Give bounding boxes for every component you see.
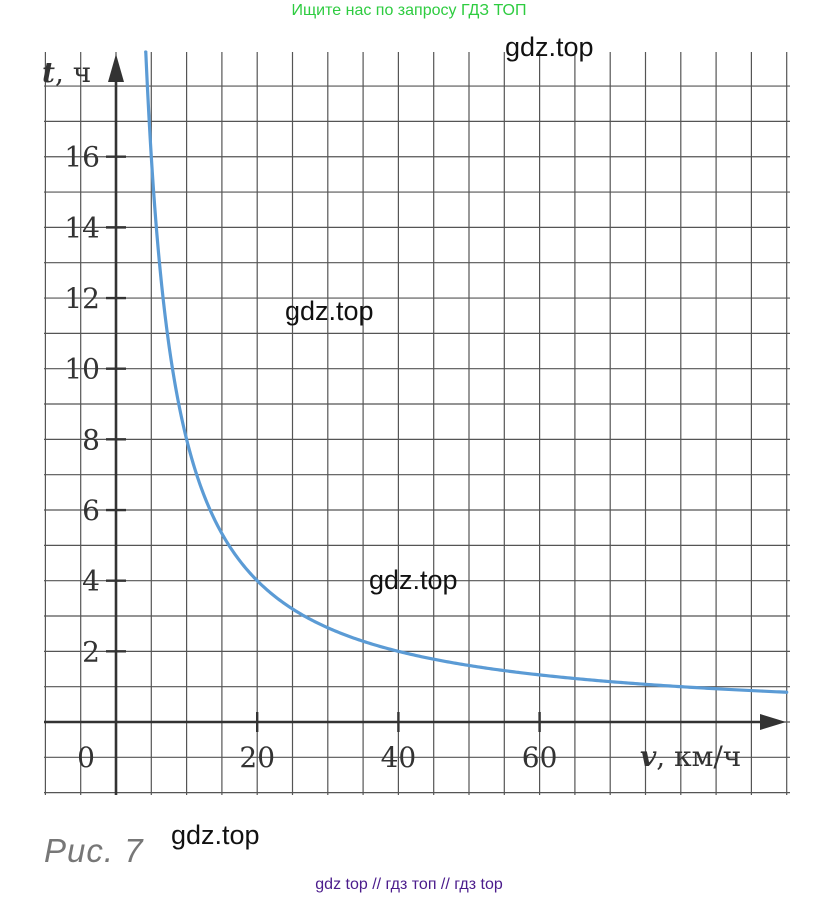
x-axis-label: v, км/ч (640, 740, 741, 773)
y-axis-unit: , ч (55, 56, 91, 89)
x-tick-label: 0 (77, 741, 95, 774)
y-tick-label: 16 (64, 141, 100, 174)
y-tick-label: 14 (64, 211, 100, 244)
y-tick-label: 12 (64, 282, 100, 315)
watermark: gdz.top (171, 820, 260, 850)
y-axis-arrow (108, 54, 124, 82)
y-axis-var: t (42, 56, 55, 89)
x-tick-label: 40 (381, 741, 417, 774)
search-banner: Ищите нас по запросу ГДЗ ТОП (291, 2, 527, 19)
ticks: 2 4 6 8 10 12 14 16 0 20 40 60 (64, 141, 557, 774)
footer-links[interactable]: gdz top // гдз топ // гдз top (315, 876, 503, 893)
series-line-curve (144, 50, 789, 694)
watermark: gdz.top (285, 296, 374, 326)
y-tick-label: 8 (82, 423, 100, 456)
y-axis-label: t, ч (42, 56, 91, 89)
y-tick-label: 10 (64, 353, 100, 386)
watermark: gdz.top (505, 32, 594, 62)
y-tick-label: 2 (82, 635, 100, 668)
y-tick-label: 4 (82, 565, 100, 598)
series (144, 50, 789, 694)
x-tick-label: 60 (522, 741, 558, 774)
watermark: gdz.top (369, 565, 458, 595)
x-axis-var: v (640, 740, 657, 773)
x-tick-label: 20 (239, 741, 275, 774)
axes (44, 54, 786, 795)
x-axis-unit: , км/ч (656, 740, 741, 773)
figure-caption: Рис. 7 (44, 832, 144, 869)
grid (44, 52, 790, 795)
x-axis-arrow (760, 714, 786, 730)
y-tick-label: 6 (82, 494, 100, 527)
